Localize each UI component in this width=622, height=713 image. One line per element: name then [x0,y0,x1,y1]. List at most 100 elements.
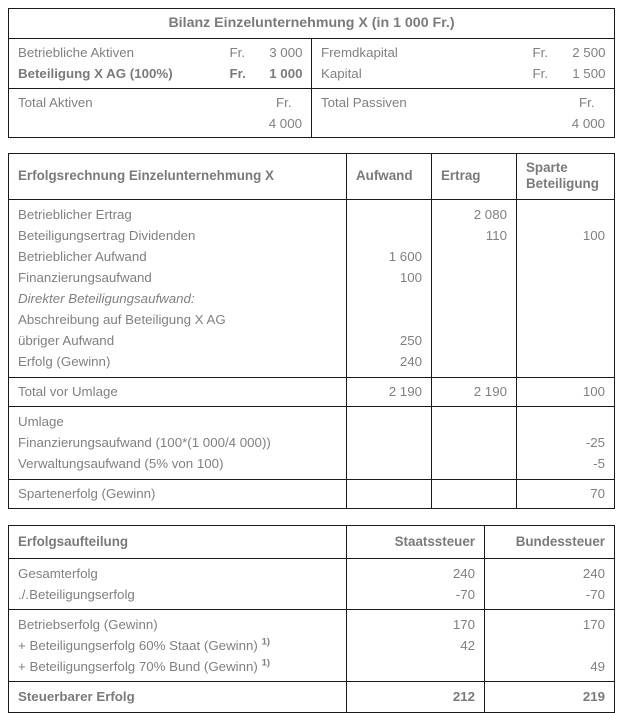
income-label-3: Finanzierungsaufwand [18,270,152,285]
allocation-bund-3 [491,635,605,656]
income-ertrag-4 [438,288,507,309]
allocation-bund-1: -70 [585,587,605,602]
allocation-block1-row: Gesamterfolg ./.Beteiligungserfolg 240 -… [8,558,615,610]
income-block1-row: Betrieblicher Ertrag Beteiligungsertrag … [8,199,615,378]
income-ertrag-0: 2 080 [473,207,507,222]
balance-sheet-title: Bilanz Einzelunternehmung X (in 1 000 Fr… [168,15,455,31]
income-sparte-1: 100 [582,228,605,243]
balance-sheet-table: Bilanz Einzelunternehmung X (in 1 000 Fr… [8,8,616,138]
assets-amount-1: Fr. 1 000 [229,66,303,81]
income-block2-sparte: -25 -5 [516,406,615,480]
allocation-bund-2: 170 [582,617,605,632]
assets-total-label: Total Aktiven [8,88,224,138]
income-sparte-6 [523,330,605,351]
allocation-staat-0: 240 [452,566,475,581]
document-page: Bilanz Einzelunternehmung X (in 1 000 Fr… [8,8,616,713]
umlage-aufwand-2 [353,453,422,474]
income-sparte-3 [523,267,605,288]
allocation-block1-labels: Gesamterfolg ./.Beteiligungserfolg [8,558,347,610]
umlage-ertrag-2 [438,453,507,474]
income-header-ertrag: Ertrag [431,153,517,200]
income-ertrag-3 [438,267,507,288]
assets-amounts: Fr. 3 000 Fr. 1 000 [223,38,312,89]
income-total-aufwand [346,479,432,509]
income-block2-aufwand [346,406,432,480]
allocation-block1-staat: 240 -70 [346,558,485,610]
allocation-block2-bund: 170 49 [484,609,615,682]
income-block2-ertrag [431,406,517,480]
liabilities-amounts: Fr. 2 500 Fr. 1 500 [526,38,615,89]
income-aufwand-7: 240 [399,354,422,369]
income-label-2: Betrieblicher Aufwand [18,249,147,264]
income-block2-row: Umlage Finanzierungsaufwand (100*(1 000/… [8,406,615,480]
umlage-aufwand-1 [353,432,422,453]
income-aufwand-2: 1 600 [388,249,422,264]
income-ertrag-2 [438,246,507,267]
allocation-total-staat: 212 [346,681,485,713]
liabilities-label-1: Kapital [321,66,362,81]
liabilities-total-amount: Fr.4 000 [526,88,615,138]
income-block2-labels: Umlage Finanzierungsaufwand (100*(1 000/… [8,406,347,480]
income-subtotal-sparte: 100 [516,377,615,407]
assets-label-1: Beteiligung X AG (100%) [18,66,173,81]
balance-sheet-main-row: Betriebliche Aktiven Beteiligung X AG (1… [8,38,615,89]
income-sparte-2 [523,246,605,267]
allocation-label-3: + Beteiligungserfolg 60% Staat (Gewinn) … [18,636,271,653]
income-aufwand-4 [353,288,422,309]
income-aufwand-6: 250 [399,333,422,348]
income-total-row: Spartenerfolg (Gewinn) 70 [8,479,615,509]
assets-label-0: Betriebliche Aktiven [18,45,135,60]
income-label-4: Direkter Beteiligungsaufwand: [18,291,195,306]
allocation-bund-0: 240 [582,566,605,581]
umlage-label-1: Finanzierungsaufwand (100*(1 000/4 000)) [18,435,271,450]
liabilities-labels: Fremdkapital Kapital [311,38,527,89]
umlage-label-0: Umlage [18,414,64,429]
income-block1-ertrag: 2 080 110 [431,199,517,378]
allocation-total-label: Steuerbarer Erfolg [8,681,347,713]
umlage-sparte-0 [523,411,605,432]
allocation-total-bund: 219 [484,681,615,713]
income-ertrag-7 [438,351,507,372]
umlage-ertrag-0 [438,411,507,432]
allocation-label-0: Gesamterfolg [18,566,98,581]
income-sparte-7 [523,351,605,372]
income-label-5: Abschreibung auf Beteiligung X AG [18,312,226,327]
income-block1-sparte: 100 [516,199,615,378]
income-subtotal-label: Total vor Umlage [8,377,347,407]
umlage-sparte-1: -25 [585,435,605,450]
allocation-block1-bund: 240 -70 [484,558,615,610]
allocation-block2-row: Betriebserfolg (Gewinn) + Beteiligungser… [8,609,615,682]
allocation-staat-1: -70 [455,587,475,602]
allocation-header-staatssteuer: Staatssteuer [346,525,485,559]
assets-labels: Betriebliche Aktiven Beteiligung X AG (1… [8,38,224,89]
income-subtotal-aufwand: 2 190 [346,377,432,407]
income-aufwand-5 [353,309,422,330]
umlage-aufwand-0 [353,411,422,432]
allocation-header-bundessteuer: Bundessteuer [484,525,615,559]
income-sparte-4 [523,288,605,309]
income-total-sparte: 70 [516,479,615,509]
income-subtotal-row: Total vor Umlage 2 190 2 190 100 [8,377,615,407]
allocation-bund-4: 49 [590,659,605,674]
profit-allocation-table: Erfolgsaufteilung Staatssteuer Bundesste… [8,525,615,713]
income-label-7: Erfolg (Gewinn) [18,354,111,369]
allocation-header-row: Erfolgsaufteilung Staatssteuer Bundesste… [9,525,615,559]
umlage-ertrag-1 [438,432,507,453]
income-ertrag-1: 110 [485,228,507,243]
income-sparte-5 [523,309,605,330]
income-ertrag-5 [438,309,507,330]
income-block1-labels: Betrieblicher Ertrag Beteiligungsertrag … [8,199,347,378]
income-statement-table: Erfolgsrechnung Einzelunternehmung X Auf… [8,153,615,509]
balance-sheet-total-row: Total Aktiven Fr.4 000 Total Passiven Fr… [8,88,615,138]
allocation-label-2: Betriebserfolg (Gewinn) [18,617,158,632]
footnote-marker-2: 1) [261,657,271,669]
income-subtotal-ertrag: 2 190 [431,377,517,407]
allocation-block2-labels: Betriebserfolg (Gewinn) + Beteiligungser… [8,609,347,682]
liabilities-amount-1: Fr. 1 500 [532,66,606,81]
allocation-staat-3: 42 [460,638,475,653]
income-aufwand-3: 100 [399,270,422,285]
liabilities-total-label: Total Passiven [311,88,527,138]
income-label-1: Beteiligungsertrag Dividenden [18,228,196,243]
income-aufwand-1 [353,225,422,246]
allocation-label-1: ./.Beteiligungserfolg [18,587,135,602]
